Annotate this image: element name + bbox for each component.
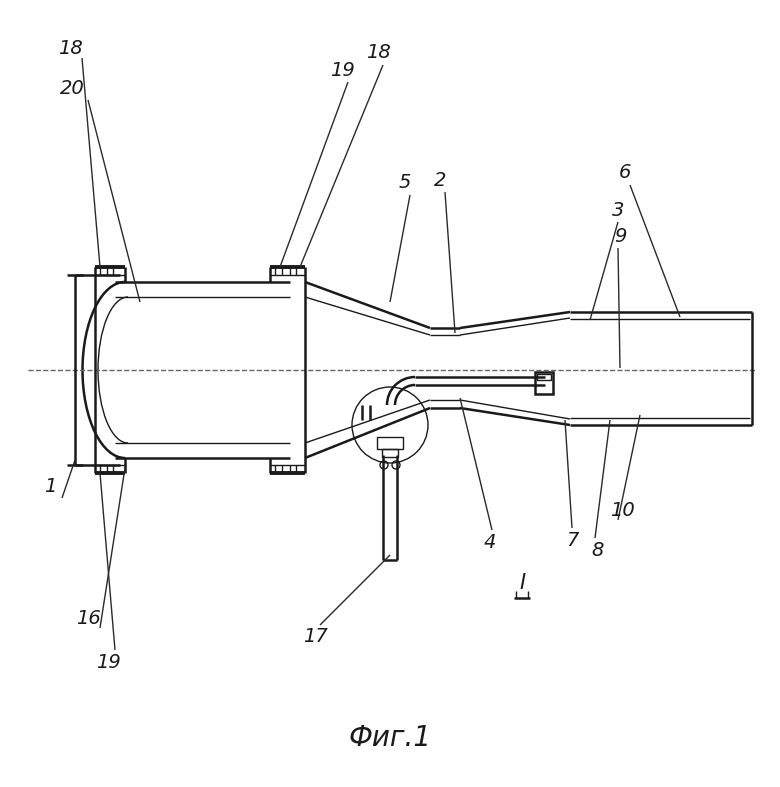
Text: 7: 7	[566, 530, 578, 549]
Text: 18: 18	[366, 43, 390, 62]
Text: 10: 10	[610, 501, 634, 519]
Bar	[377, 437, 403, 449]
Text: 19: 19	[330, 61, 354, 79]
Text: 20: 20	[59, 79, 84, 98]
Text: Фиг.1: Фиг.1	[349, 724, 431, 752]
Text: 16: 16	[76, 608, 101, 627]
Text: 18: 18	[58, 39, 83, 57]
Text: 17: 17	[303, 627, 328, 646]
Text: 4: 4	[484, 533, 496, 552]
Bar	[537, 374, 551, 380]
Text: 1: 1	[44, 478, 56, 497]
Bar	[535, 372, 553, 394]
Bar	[382, 449, 398, 457]
Text: 9: 9	[614, 227, 626, 246]
Text: 6: 6	[619, 164, 631, 183]
Text: 5: 5	[399, 173, 411, 193]
Text: 19: 19	[96, 652, 120, 671]
Text: 2: 2	[434, 171, 446, 190]
Text: 3: 3	[612, 201, 624, 220]
Text: 8: 8	[592, 541, 604, 560]
Text: I: I	[519, 573, 525, 593]
